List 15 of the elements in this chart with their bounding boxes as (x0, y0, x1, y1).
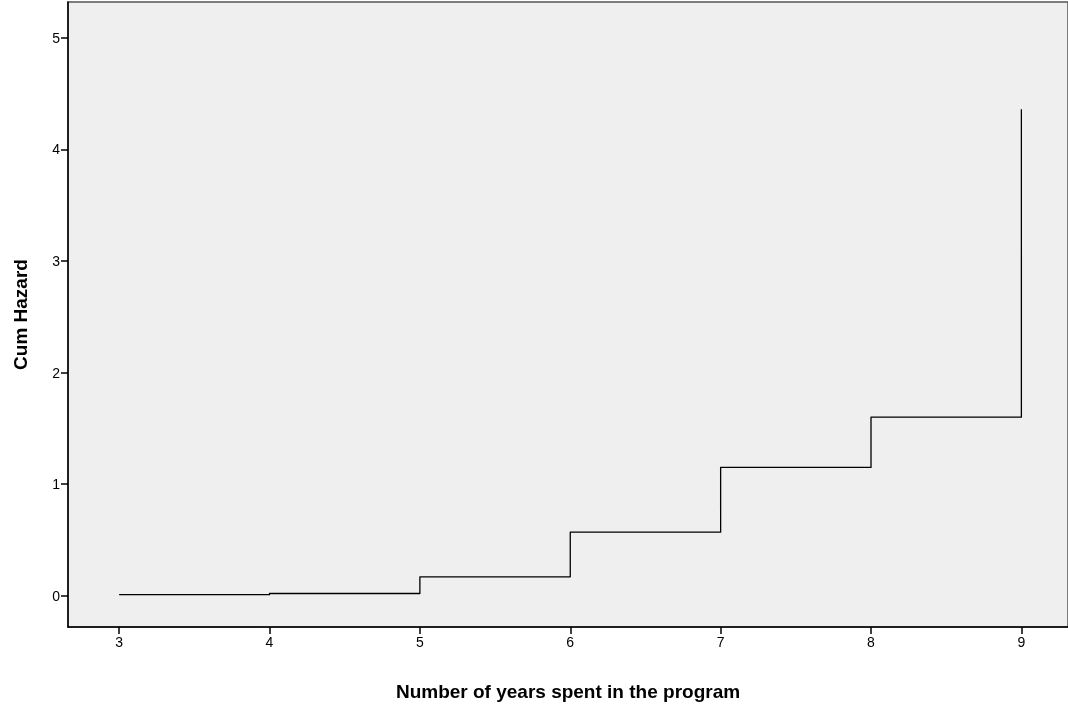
y-tick-label: 0 (52, 587, 61, 604)
x-tick-label: 3 (115, 634, 124, 650)
y-tick-label: 3 (52, 252, 61, 269)
y-tick-label: 5 (52, 29, 61, 46)
x-tick-label: 5 (415, 634, 424, 650)
x-tick-label: 4 (265, 634, 274, 650)
y-tick-label: 2 (52, 364, 61, 381)
y-tick-label: 4 (52, 141, 61, 158)
x-tick-label: 7 (716, 634, 725, 650)
y-tick-label: 1 (52, 476, 61, 493)
y-axis-title: Cum Hazard (10, 259, 31, 370)
x-axis-title: Number of years spent in the program (395, 681, 741, 702)
x-tick-label: 6 (566, 634, 575, 650)
x-tick-label: 8 (867, 634, 876, 650)
x-tick-label: 9 (1017, 634, 1026, 650)
